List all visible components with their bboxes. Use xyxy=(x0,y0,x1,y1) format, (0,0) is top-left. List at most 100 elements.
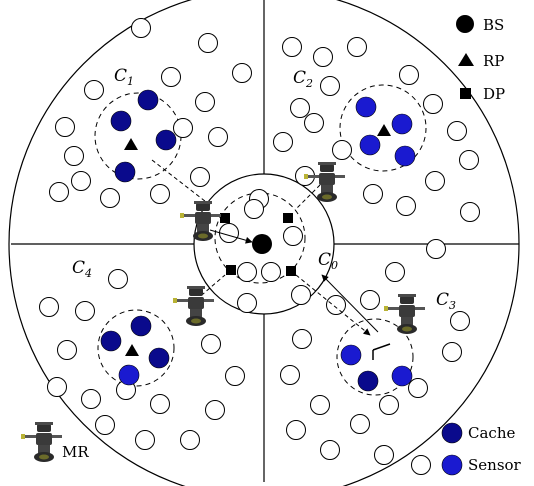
sensor-node xyxy=(47,377,67,397)
cluster-node xyxy=(394,145,416,167)
sensor-node xyxy=(286,420,306,440)
dp-3 xyxy=(226,265,236,275)
sensor-node xyxy=(292,329,312,349)
label-c3: C3 xyxy=(436,290,456,312)
dp-4 xyxy=(286,266,296,276)
cluster-node xyxy=(355,96,377,118)
sensor-node xyxy=(150,184,170,204)
sensor-node xyxy=(161,67,181,87)
legend-sensor-label: Sensor xyxy=(468,456,522,474)
dp-1 xyxy=(220,213,230,223)
sensor-node xyxy=(379,395,399,415)
sensor-node xyxy=(39,297,59,317)
sensor-node xyxy=(450,311,470,331)
sensor-node xyxy=(447,121,467,141)
sensor-node xyxy=(425,171,445,191)
sensor-node xyxy=(442,342,462,362)
rp-c3 xyxy=(372,343,391,360)
cluster-node xyxy=(340,344,362,366)
label-c4: C4 xyxy=(72,258,92,280)
sensor-node xyxy=(198,33,218,53)
legend-mr-label: MR xyxy=(62,443,89,461)
sensor-node xyxy=(64,146,84,166)
cluster-c3 xyxy=(336,318,414,396)
rp-c2 xyxy=(377,124,391,136)
cluster-node xyxy=(359,134,381,156)
sensor-node xyxy=(282,37,302,57)
label-c0: C0 xyxy=(318,250,338,272)
sensor-node xyxy=(173,118,193,138)
sensor-node xyxy=(195,92,215,112)
sensor-node xyxy=(135,430,155,450)
cache-icon xyxy=(441,422,463,444)
robot-c3 xyxy=(384,294,425,334)
sensor-node xyxy=(219,223,239,243)
dp-2 xyxy=(283,213,293,223)
cluster-node xyxy=(391,113,413,135)
sensor-node xyxy=(332,140,352,160)
sensor-node xyxy=(244,199,264,219)
cluster-node xyxy=(391,365,413,387)
sensor-node xyxy=(399,65,419,85)
sensor-node xyxy=(81,389,101,409)
sensor-node xyxy=(360,290,380,310)
rp-c4 xyxy=(125,344,139,356)
label-c1: C1 xyxy=(114,66,134,88)
sensor-node xyxy=(237,293,257,313)
cluster-node xyxy=(114,161,136,183)
sensor-node xyxy=(283,226,303,246)
sensor-node xyxy=(237,262,257,282)
sensor-node xyxy=(71,171,91,191)
sensor-node xyxy=(57,340,77,360)
sensor-node xyxy=(290,98,310,118)
legend-cache-label: Cache xyxy=(468,424,515,442)
legend-top: BS RP DP xyxy=(456,15,505,103)
outer-boundary xyxy=(8,0,520,486)
sensor-node xyxy=(131,18,151,38)
cluster-node xyxy=(148,347,170,369)
sensor-node xyxy=(273,132,293,152)
dp-markers xyxy=(220,213,296,276)
cell-labels: C1 C2 C4 C3 C0 xyxy=(72,66,456,312)
sensor-node xyxy=(100,188,120,208)
cluster-nodes xyxy=(100,89,416,392)
sensor-node xyxy=(75,301,95,321)
sensor-node xyxy=(326,295,346,315)
sensor-node xyxy=(385,262,405,282)
robot-legend xyxy=(21,422,62,462)
sensor-node xyxy=(201,334,221,354)
bs-icon xyxy=(456,15,474,33)
label-c2: C2 xyxy=(293,68,313,90)
sensor-node xyxy=(180,430,200,450)
sensor-node xyxy=(232,63,252,83)
sensor-node xyxy=(347,37,367,57)
cluster-c2 xyxy=(339,84,427,172)
rp-c1 xyxy=(124,138,138,150)
sensor-node xyxy=(310,395,330,415)
base-station xyxy=(252,234,272,254)
sensor-node xyxy=(411,455,431,475)
cluster-node xyxy=(357,370,379,392)
legend-dp-label: DP xyxy=(483,85,505,103)
sensor-node xyxy=(320,76,340,96)
center-cell-boundary xyxy=(193,173,335,315)
sensor-node xyxy=(320,440,340,460)
sensor-node xyxy=(459,150,479,170)
sensor-node xyxy=(396,196,416,216)
dp-icon xyxy=(460,88,471,99)
sensor-node xyxy=(423,94,443,114)
sensor-node xyxy=(280,365,300,385)
cluster-node xyxy=(110,110,132,132)
legend-bottom: Cache Sensor xyxy=(441,422,522,476)
cluster-node xyxy=(137,89,159,111)
sensor-node xyxy=(374,445,394,465)
sensor-node xyxy=(426,239,446,259)
robot-c4 xyxy=(173,286,214,326)
sensor-node xyxy=(408,378,428,398)
sensor-node xyxy=(208,127,228,147)
cluster-node xyxy=(100,330,122,352)
cluster-node xyxy=(118,364,140,386)
sensor-node xyxy=(363,184,383,204)
sensor-node xyxy=(304,113,324,133)
